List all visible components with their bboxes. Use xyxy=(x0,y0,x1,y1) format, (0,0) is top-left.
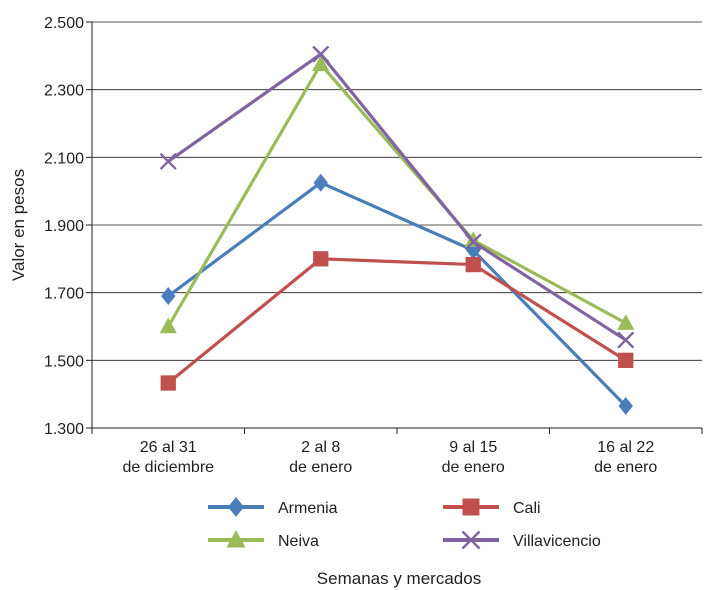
y-tick-label: 1.500 xyxy=(44,353,84,370)
marker-square xyxy=(465,256,481,273)
y-axis-ticks: 1.300 1.500 1.700 1.900 2.100 2.300 2.500 xyxy=(44,15,92,438)
marker-diamond xyxy=(228,497,244,517)
marker-triangle xyxy=(312,55,330,72)
marker-triangle xyxy=(617,314,635,330)
legend-item: Neiva xyxy=(208,530,319,550)
y-tick-label: 2.500 xyxy=(44,15,84,32)
marker-square xyxy=(160,375,176,391)
marker-square xyxy=(618,352,634,368)
x-axis-ticks: 26 al 31 de diciembre 2 al 8 de enero 9 al 1… xyxy=(91,428,703,476)
marker-triangle xyxy=(226,530,246,548)
y-tick-label: 1.900 xyxy=(44,218,84,235)
marker-square xyxy=(313,251,329,267)
marker-diamond xyxy=(618,397,633,416)
legend-label: Neiva xyxy=(278,533,319,550)
series-line xyxy=(167,181,627,408)
marker-triangle xyxy=(159,317,177,334)
y-tick-label: 1.700 xyxy=(44,286,84,303)
x-tick-label: 2 al 8 de enero xyxy=(289,439,352,476)
legend-label: Armenia xyxy=(278,500,338,517)
legend-item: Villavicencio xyxy=(443,530,601,550)
marker-x xyxy=(461,530,481,550)
legend-label: Cali xyxy=(513,500,541,517)
x-tick-label: 9 al 15 de enero xyxy=(442,439,505,476)
x-tick-label: 26 al 31 de diciembre xyxy=(122,439,214,476)
x-axis-label: Semanas y mercados xyxy=(317,569,481,588)
marker-diamond xyxy=(313,173,328,192)
series-group xyxy=(159,45,635,416)
series-villavicencio xyxy=(159,45,635,349)
series-line xyxy=(167,52,627,342)
marker-diamond xyxy=(161,287,176,306)
legend-item: Cali xyxy=(443,498,541,517)
marker-x xyxy=(617,331,635,349)
y-tick-label: 1.300 xyxy=(44,421,84,438)
marker-square xyxy=(462,498,480,516)
marker-x xyxy=(312,45,330,63)
legend-item: Armenia xyxy=(208,497,338,517)
y-axis-label: Valor en pesos xyxy=(9,169,28,281)
series-armenia xyxy=(161,173,633,416)
y-tick-label: 2.100 xyxy=(44,150,84,167)
x-tick-label: 16 al 22 de enero xyxy=(594,439,657,476)
series-neiva xyxy=(159,55,635,334)
y-tick-label: 2.300 xyxy=(44,83,84,100)
marker-x xyxy=(159,152,177,170)
series-line xyxy=(167,257,627,385)
marker-x xyxy=(464,233,482,251)
series-line xyxy=(166,62,627,328)
legend-label: Villavicencio xyxy=(513,533,601,550)
series-cali xyxy=(160,251,634,391)
legend: Armenia Cali Neiva Villavicencio xyxy=(208,497,601,550)
grid-lines xyxy=(92,21,702,361)
